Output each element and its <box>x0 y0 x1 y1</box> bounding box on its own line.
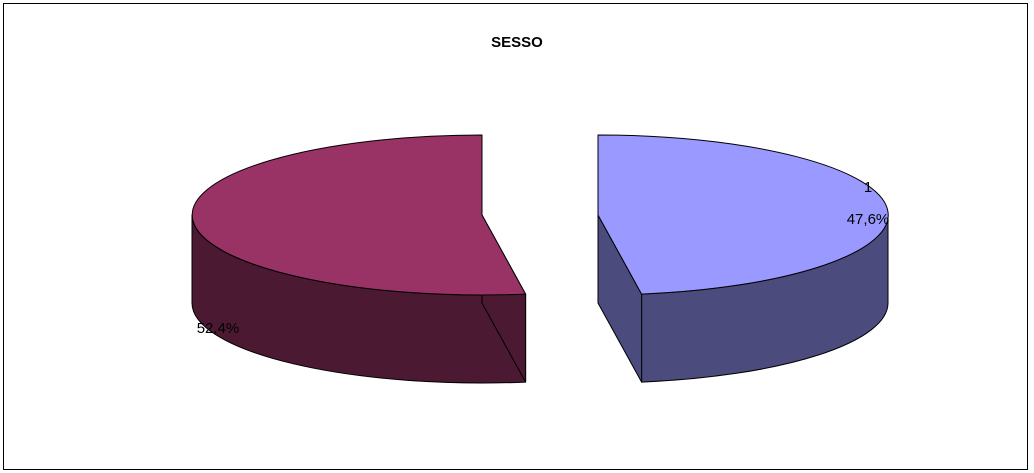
chart-title: SESSO <box>491 34 543 51</box>
pie-slices <box>191 134 889 384</box>
slice-label-1-category: 1 <box>864 179 872 196</box>
slice-2-top <box>191 134 527 296</box>
slice-label-1-percent: 47,6% <box>847 211 890 228</box>
slice-1-top <box>597 134 889 295</box>
slice-label-2-percent: 52,4% <box>197 320 240 337</box>
